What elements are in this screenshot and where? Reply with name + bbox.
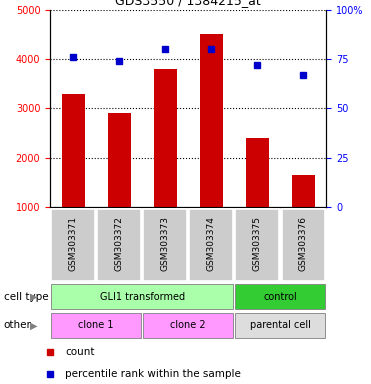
- Bar: [154, 69, 177, 207]
- Bar: [200, 34, 223, 207]
- Text: parental cell: parental cell: [250, 320, 311, 331]
- Text: other: other: [4, 320, 32, 331]
- Title: GDS3550 / 1384215_at: GDS3550 / 1384215_at: [115, 0, 261, 7]
- Text: GLI1 transformed: GLI1 transformed: [100, 291, 185, 302]
- Bar: [282, 209, 325, 281]
- Text: clone 2: clone 2: [170, 320, 206, 331]
- Bar: [236, 284, 325, 310]
- Text: cell type: cell type: [4, 291, 48, 302]
- Text: ▶: ▶: [30, 291, 38, 302]
- Text: GSM303371: GSM303371: [69, 216, 78, 271]
- Bar: [246, 138, 269, 207]
- Bar: [236, 209, 279, 281]
- Bar: [143, 209, 187, 281]
- Text: control: control: [263, 291, 297, 302]
- Bar: [51, 313, 141, 338]
- Bar: [143, 313, 233, 338]
- Text: GSM303374: GSM303374: [207, 216, 216, 271]
- Bar: [292, 175, 315, 207]
- Bar: [51, 209, 95, 281]
- Text: GSM303372: GSM303372: [115, 216, 124, 271]
- Bar: [108, 113, 131, 207]
- Bar: [189, 209, 233, 281]
- Bar: [97, 209, 141, 281]
- Text: GSM303376: GSM303376: [299, 216, 308, 271]
- Bar: [51, 284, 233, 310]
- Text: percentile rank within the sample: percentile rank within the sample: [65, 369, 241, 379]
- Text: count: count: [65, 347, 95, 357]
- Text: GSM303373: GSM303373: [161, 216, 170, 271]
- Text: clone 1: clone 1: [78, 320, 114, 331]
- Text: ▶: ▶: [30, 320, 38, 331]
- Text: GSM303375: GSM303375: [253, 216, 262, 271]
- Bar: [236, 313, 325, 338]
- Bar: [62, 94, 85, 207]
